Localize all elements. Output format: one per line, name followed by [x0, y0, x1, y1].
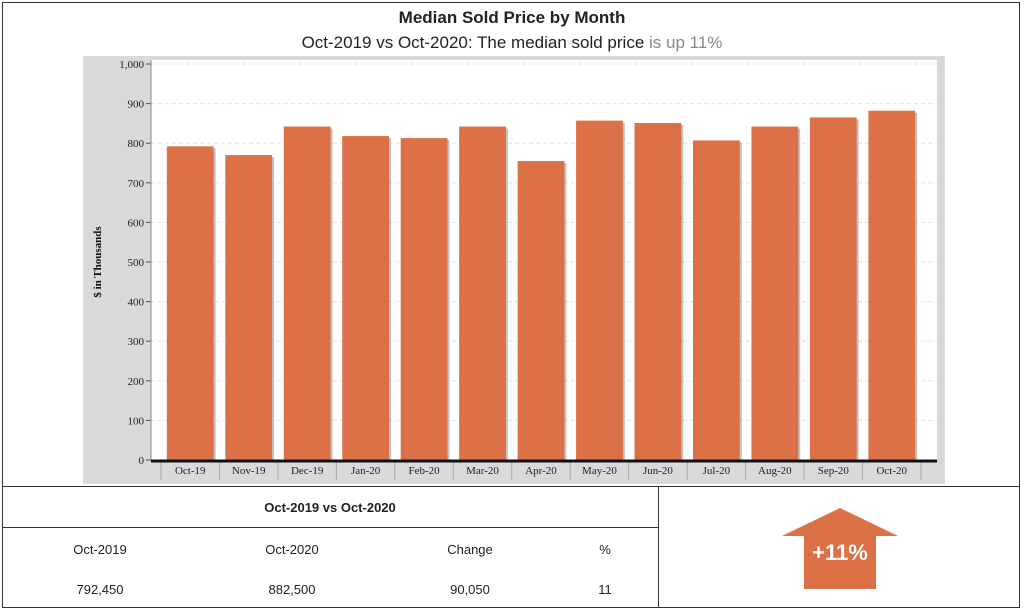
subtitle-trend: is up 11%: [649, 33, 723, 52]
bar: [400, 138, 448, 460]
y-tick-label: 900: [128, 99, 145, 111]
bar: [576, 120, 623, 461]
bar: [517, 161, 565, 460]
summary-header-pct: %: [599, 542, 611, 557]
y-tick-label: 200: [128, 376, 145, 388]
chart-title: Median Sold Price by Month: [398, 8, 626, 27]
y-tick-label: 700: [128, 178, 145, 190]
bar: [459, 126, 506, 461]
x-tick-label: Aug-20: [758, 465, 792, 477]
y-tick-label: 400: [128, 297, 145, 309]
summary-header-change: Change: [447, 542, 493, 557]
bar: [751, 126, 799, 461]
y-tick-label: 800: [128, 138, 145, 150]
y-tick-label: 300: [128, 336, 145, 348]
summary-rule: [3, 527, 658, 528]
x-tick-label: Oct-19: [175, 465, 206, 477]
bar-chart: 0 100 200 300 400 500 600 700 800 900 1,000 $ in Th…: [92, 59, 937, 480]
bar: [634, 123, 682, 460]
summary-title: Oct-2019 vs Oct-2020: [264, 500, 396, 515]
summary-value-change: 90,050: [450, 582, 490, 597]
x-tick-label: Jan-20: [351, 465, 381, 477]
bar: [868, 110, 916, 460]
x-tick-label: Sep-20: [818, 465, 850, 477]
y-tick-label: 600: [128, 217, 145, 229]
y-tick-label: 100: [128, 415, 145, 427]
x-tick-label: Apr-20: [525, 465, 557, 477]
x-tick-label: Nov-19: [232, 465, 266, 477]
x-tick-label: Oct-20: [876, 465, 907, 477]
change-badge: +11%: [780, 508, 900, 595]
x-tick-label: Mar-20: [466, 465, 499, 477]
summary-value-oct2019: 792,450: [76, 582, 124, 597]
y-tick-label: 1,000: [119, 59, 144, 71]
y-axis-label: $ in Thousands: [92, 226, 104, 298]
column-divider: [658, 486, 659, 608]
chart-area: 0 100 200 300 400 500 600 700 800 900 1,000 $ in Th…: [83, 56, 945, 484]
chart-subtitle: Oct-2019 vs Oct-2020: The median sold pr…: [0, 33, 1024, 53]
x-tick-label: Dec-19: [291, 465, 324, 477]
bar: [225, 155, 273, 460]
x-tick-label: Jun-20: [643, 465, 673, 477]
summary-header-oct2019: Oct-2019: [73, 542, 127, 557]
bar: [166, 146, 214, 461]
subtitle-main: Oct-2019 vs Oct-2020: The median sold pr…: [301, 33, 645, 52]
x-tick-label: Jul-20: [703, 465, 731, 477]
change-badge-label: +11%: [812, 540, 868, 565]
section-divider: [2, 486, 1020, 487]
x-tick-label: May-20: [582, 465, 617, 477]
summary-value-pct: 11: [598, 582, 612, 597]
bar: [809, 117, 857, 461]
y-tick-label: 500: [128, 257, 145, 269]
summary-value-oct2020: 882,500: [268, 582, 316, 597]
up-arrow-icon: +11%: [782, 508, 898, 589]
bar: [693, 140, 740, 460]
bar: [342, 136, 389, 460]
y-tick-label: 0: [139, 455, 145, 467]
summary-header-oct2020: Oct-2020: [265, 542, 319, 557]
bar: [283, 126, 331, 461]
x-tick-label: Feb-20: [408, 465, 440, 477]
